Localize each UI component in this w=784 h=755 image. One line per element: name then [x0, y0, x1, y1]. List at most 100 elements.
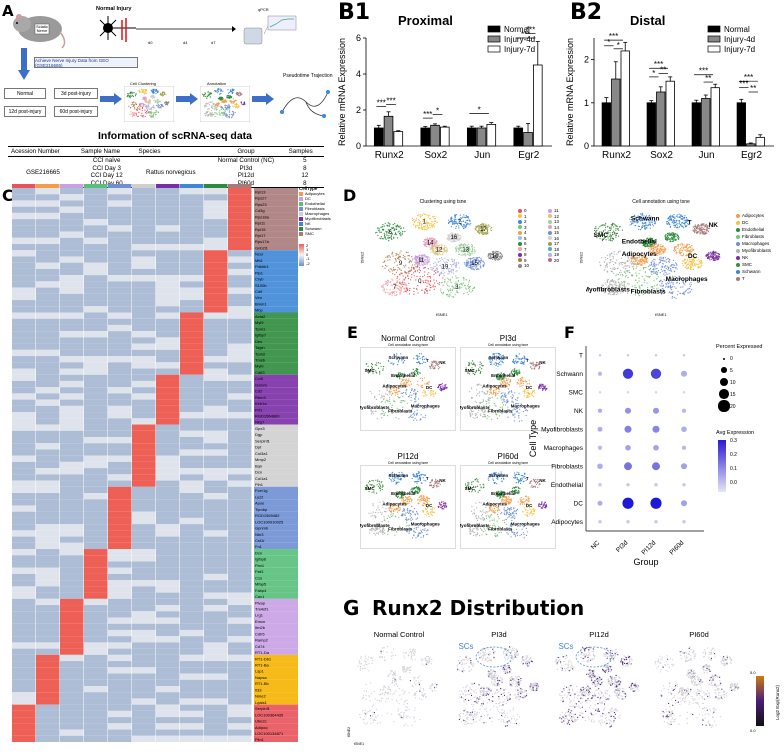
heatmap-cell	[180, 517, 204, 525]
thumb-point	[236, 107, 238, 109]
tsne-point	[493, 252, 496, 254]
gene-group-band	[254, 343, 298, 350]
tsne-point	[487, 228, 489, 230]
heatmap-cell	[84, 324, 108, 332]
heatmap-cell	[108, 524, 132, 531]
heatmap-cell	[180, 337, 204, 344]
legend-swatch	[707, 45, 721, 53]
tsne-point	[464, 255, 467, 257]
tsne-point	[619, 282, 621, 284]
tsne-point	[441, 258, 443, 260]
step-annotation: Annotation	[207, 81, 227, 86]
heatmap-cell	[84, 293, 108, 301]
thumb-point	[228, 94, 230, 96]
heatmap-cell	[132, 605, 156, 612]
thumb-point	[153, 112, 155, 114]
tsne-point	[468, 260, 470, 262]
gene-group-band	[254, 368, 298, 375]
gene-group-band	[254, 380, 298, 388]
gene-label: Plin1	[255, 737, 265, 742]
heatmap-cell	[12, 244, 36, 251]
y-tick-label: 2	[356, 105, 361, 115]
thumb-point	[214, 109, 216, 111]
thumb-point	[204, 115, 207, 117]
thumb-point	[211, 115, 213, 117]
thumb-point	[228, 105, 230, 107]
heatmap-cell	[180, 418, 204, 425]
heatmap-cell	[60, 710, 84, 718]
tsne-point	[488, 224, 490, 226]
tsne-point	[455, 227, 457, 229]
tsne-point	[387, 282, 389, 284]
tsne-point	[400, 273, 402, 275]
tsne-point	[404, 283, 406, 286]
tsne-point	[631, 223, 633, 225]
heatmap-cell	[84, 237, 108, 245]
tsne-point	[703, 223, 705, 225]
heatmap-cell	[180, 499, 204, 506]
heatmap-cell	[156, 723, 180, 730]
tsne-point	[396, 293, 398, 296]
tsne-point	[415, 279, 417, 281]
thumb-point	[231, 117, 233, 119]
heatmap-cell	[156, 362, 180, 369]
heatmap-cell	[36, 399, 60, 406]
heatmap-cell	[84, 723, 108, 730]
heatmap-cell	[228, 636, 252, 643]
tsne-point	[653, 264, 655, 266]
tsne-point	[694, 264, 696, 266]
tsne-point	[386, 265, 388, 267]
tsne-point	[682, 247, 684, 250]
tsne-point	[426, 242, 428, 244]
heatmap-cell	[84, 648, 108, 655]
significance-mark: ***	[609, 32, 618, 41]
tsne-point	[663, 279, 665, 281]
tsne-point	[470, 291, 472, 293]
tsne-point	[382, 286, 385, 288]
tsne-point	[420, 264, 422, 266]
heatmap-cell	[108, 480, 132, 487]
tsne-point	[657, 287, 659, 289]
tsne-point	[391, 238, 393, 240]
heatmap-cell	[228, 580, 252, 587]
heatmap-cell	[84, 561, 108, 568]
heatmap-cell	[60, 617, 84, 624]
th-accession: Acession Number	[8, 146, 78, 157]
heatmap-cell	[60, 629, 84, 637]
tsne-point	[647, 239, 649, 241]
tsne-point	[383, 232, 385, 234]
gene-group-band	[254, 387, 298, 394]
thumb-point	[152, 104, 155, 107]
celltype-legend-label: Fibroblasts	[305, 206, 325, 211]
tsne-point	[500, 252, 502, 254]
heatmap-cell	[108, 461, 132, 469]
heatmap-cell	[204, 262, 228, 269]
heatmap-cell	[204, 281, 228, 288]
tsne-point	[435, 244, 437, 246]
tsne-point	[482, 266, 484, 268]
tsne-point	[403, 227, 405, 229]
tsne-point	[469, 224, 471, 226]
tsne-point	[689, 252, 691, 254]
thumb-point	[227, 89, 229, 91]
tsne-point	[492, 256, 494, 258]
heatmap-cell	[60, 723, 84, 730]
tsne-point	[633, 267, 635, 269]
heatmap-cell	[36, 573, 60, 581]
tsne-point	[497, 258, 499, 260]
tsne-point	[462, 247, 464, 249]
tsne-point	[454, 287, 456, 289]
tsne-point	[426, 282, 428, 284]
tsne-point	[437, 270, 440, 273]
heatmap-cell	[204, 704, 228, 711]
tsne-point	[638, 295, 640, 297]
tsne-point	[483, 225, 485, 227]
heatmap-cell	[228, 723, 252, 730]
heatmap-cell	[108, 729, 132, 736]
arrow-to-annotation	[176, 93, 198, 105]
heatmap-cell	[12, 368, 36, 375]
tsne-point	[652, 225, 654, 227]
heatmap-cell	[180, 729, 204, 736]
tsne-point	[478, 260, 480, 262]
tsne-point	[462, 250, 464, 252]
